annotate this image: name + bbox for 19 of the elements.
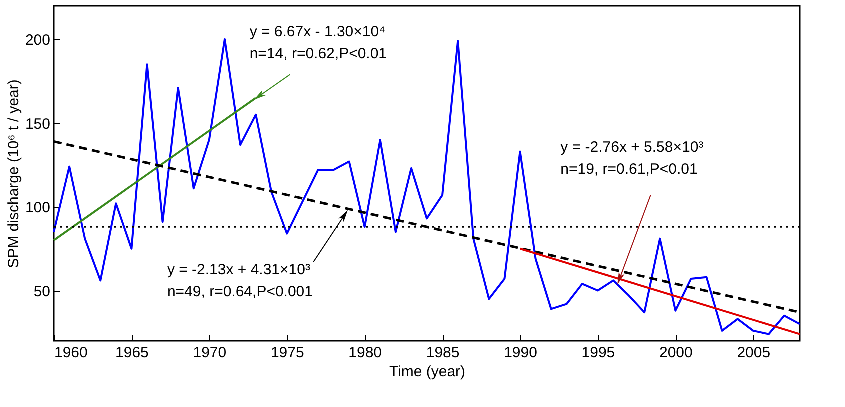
x-tick-label: 1980 [348, 344, 382, 362]
y-tick-label: 150 [25, 116, 50, 133]
annotation: y = -2.13x + 4.31×10³ n=49, r=0.64,P<0.001 [167, 261, 313, 300]
x-tick-label: 1985 [426, 344, 460, 362]
y-tick-label: 200 [25, 32, 50, 49]
x-axis-title: Time (year) [389, 364, 466, 380]
x-tick-label: 2000 [659, 344, 693, 362]
annotation: y = -2.76x + 5.58×10³ n=19, r=0.61,P<0.01 [560, 139, 704, 178]
x-tick-label: 1970 [193, 344, 227, 362]
y-tick-label: 100 [25, 200, 50, 216]
y-axis-title: SPM discharge (10⁶ t / year) [5, 80, 22, 268]
x-tick-label: 1965 [116, 344, 149, 362]
y-tick-label: 50 [34, 283, 50, 300]
x-tick-label: 1960 [54, 344, 88, 362]
x-tick-label: 1995 [582, 344, 616, 362]
x-tick-label: 2005 [737, 344, 771, 362]
x-tick-label: 1975 [270, 344, 304, 362]
x-tick-label: 1990 [504, 344, 538, 362]
annotation: y = 6.67x - 1.30×10⁴ n=14, r=0.62,P<0.01 [250, 23, 388, 62]
